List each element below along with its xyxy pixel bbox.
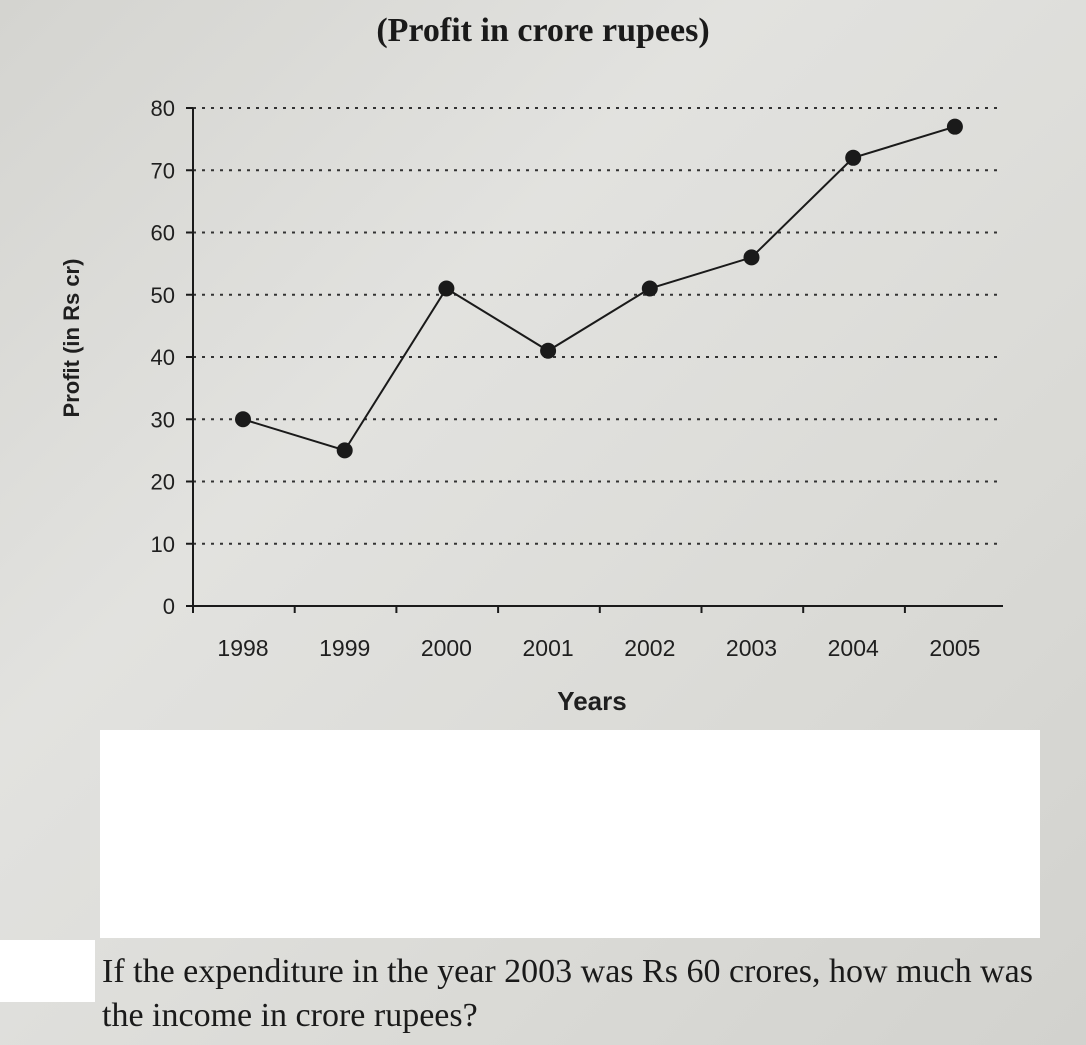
data-point-2003: [743, 249, 760, 266]
x-tick-label: 2005: [929, 635, 980, 661]
y-axis-label: Profit (in Rs cr): [59, 258, 84, 418]
x-axis-label: Years: [557, 686, 627, 716]
data-point-2002: [641, 280, 658, 297]
x-tick-label: 2000: [421, 635, 472, 661]
y-tick-labels: 0 10 20 30 40 50 60 70 80: [151, 96, 175, 619]
y-tick-label: 30: [151, 407, 175, 432]
x-tick-labels: 1998 1999 2000 2001 2002 2003 2004 2005: [217, 635, 980, 661]
data-point-1998: [235, 411, 251, 428]
x-tick-label: 1999: [319, 635, 370, 661]
y-tick-label: 0: [163, 594, 175, 619]
gridlines: [193, 107, 1003, 545]
data-point-2001: [540, 342, 557, 359]
series-line: [242, 125, 956, 452]
data-point-1999: [336, 442, 353, 459]
data-point-2004: [845, 149, 862, 166]
y-tick-label: 50: [151, 283, 175, 308]
y-tick-label: 20: [151, 470, 175, 495]
question-text: If the expenditure in the year 2003 was …: [102, 953, 1033, 1034]
y-tick-label: 60: [151, 221, 175, 246]
x-tick-label: 1998: [217, 635, 268, 661]
redaction-box: [100, 730, 1040, 938]
y-tick-label: 10: [151, 532, 175, 557]
data-point-2005: [946, 118, 963, 135]
series: [235, 118, 963, 459]
x-tick-label: 2001: [523, 635, 574, 661]
y-tick-label: 70: [151, 158, 175, 183]
axes: [186, 107, 1003, 613]
y-tick-label: 80: [151, 96, 175, 121]
y-tick-label: 40: [151, 345, 175, 370]
x-tick-label: 2002: [624, 635, 675, 661]
x-tick-label: 2004: [828, 635, 879, 661]
redaction-box-small: [0, 940, 95, 1002]
x-tick-label: 2003: [726, 635, 777, 661]
data-point-2000: [438, 280, 455, 297]
chart-title: (Profit in crore rupees): [376, 12, 710, 49]
